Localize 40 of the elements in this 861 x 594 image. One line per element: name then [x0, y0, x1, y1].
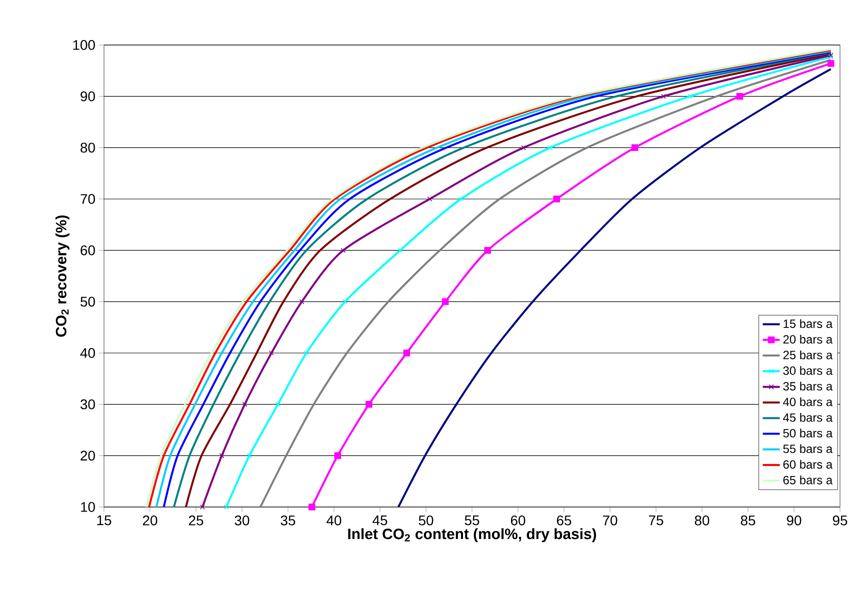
legend-label: 30 bars a — [783, 366, 833, 375]
x-tick-label: 45 — [372, 516, 388, 526]
x-tick-label: 65 — [556, 515, 572, 526]
legend-label: 35 bars a — [783, 382, 833, 391]
x-tick-label: 60 — [510, 515, 526, 526]
legend-label: 45 bars a — [783, 413, 833, 422]
legend-label: 25 bars a — [783, 350, 833, 360]
legend-label: 60 bars a — [783, 460, 833, 469]
legend-label: 15 bars a — [784, 319, 833, 328]
y-tick-label: 100 — [73, 40, 95, 50]
y-tick-label: 20 — [80, 450, 95, 461]
y-tick-label: 50 — [80, 296, 95, 307]
y-tick-label: 70 — [80, 194, 95, 204]
x-tick-label: 35 — [280, 515, 296, 526]
x-tick-label: 40 — [326, 515, 342, 526]
y-tick-label: 60 — [80, 245, 95, 256]
legend-label: 40 bars a — [783, 397, 833, 406]
x-tick-label: 30 — [234, 515, 250, 526]
y-axis-title: CO$_{2}$ recovery (%) — [55, 215, 70, 337]
x-tick-label: 15 — [97, 516, 112, 526]
legend-label: 55 bars a — [783, 444, 833, 454]
legend-label: 20 bars a — [783, 334, 833, 344]
y-tick-label: 40 — [80, 348, 95, 358]
legend-label: 65 bars a — [783, 476, 833, 484]
legend-label: 50 bars a — [783, 428, 833, 438]
x-tick-label: 90 — [786, 515, 802, 526]
y-tick-label: 10 — [81, 502, 95, 512]
x-tick-label: 70 — [602, 515, 618, 526]
x-tick-label: 85 — [740, 515, 756, 526]
y-tick-label: 30 — [80, 399, 95, 410]
x-tick-label: 95 — [832, 515, 848, 526]
y-tick-label: 80 — [80, 142, 95, 153]
x-axis-title: Inlet CO$_{2}$ content (mol%, dry basis) — [348, 528, 596, 542]
x-tick-label: 75 — [648, 516, 664, 526]
x-tick-label: 50 — [418, 515, 434, 526]
x-tick-label: 55 — [464, 516, 480, 526]
x-tick-label: 25 — [188, 515, 204, 526]
x-tick-label: 20 — [142, 515, 158, 526]
x-tick-label: 80 — [694, 515, 710, 526]
y-tick-label: 90 — [80, 91, 95, 102]
